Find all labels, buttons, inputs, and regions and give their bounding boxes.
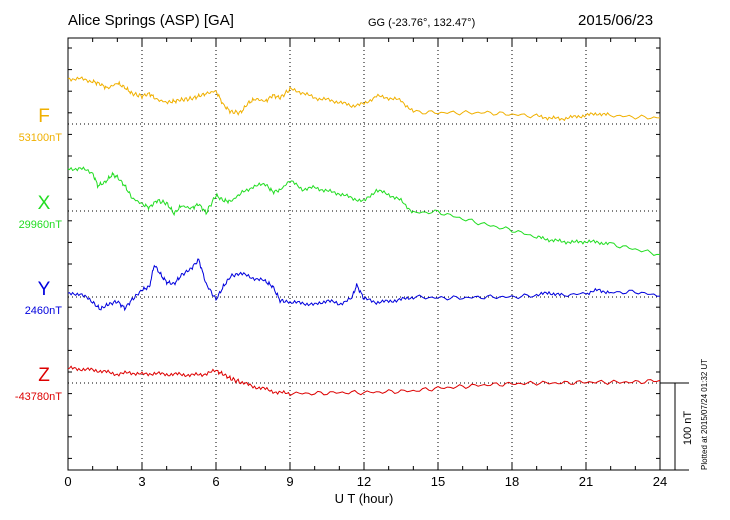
- series-labels: F 53100nT X 29960nT Y 2460nT Z -43780nT: [15, 106, 62, 403]
- series-line-z: [67, 365, 661, 397]
- scale-bar: 100 nT: [660, 382, 694, 471]
- x-tick-label: 18: [505, 474, 519, 489]
- series-name-x: X: [38, 193, 51, 214]
- x-tick-labels: 0 3 6 9 12 15 18 21 24: [64, 474, 667, 489]
- station-coordinates: GG (-23.76°, 132.47°): [368, 17, 476, 29]
- x-tick-label: 12: [357, 474, 371, 489]
- x-tick-label: 3: [138, 474, 145, 489]
- series-baseline-f: 53100nT: [19, 132, 63, 144]
- grid-lines: [68, 38, 660, 470]
- scale-bar-label: 100 nT: [682, 411, 694, 446]
- axis-ticks: [67, 38, 661, 470]
- x-tick-label: 15: [431, 474, 445, 489]
- x-axis-label: U T (hour): [335, 491, 394, 506]
- x-tick-label: 0: [64, 474, 71, 489]
- series-line-f: [67, 76, 661, 122]
- series-line-y: [67, 258, 661, 312]
- chart-date: 2015/06/23: [578, 12, 654, 29]
- x-tick-label: 6: [212, 474, 219, 489]
- series-name-z: Z: [38, 365, 50, 386]
- series-baseline-y: 2460nT: [25, 305, 63, 317]
- series-name-y: Y: [38, 279, 51, 300]
- series-name-f: F: [38, 106, 50, 127]
- x-tick-label: 21: [579, 474, 593, 489]
- station-title: Alice Springs (ASP) [GA]: [68, 12, 234, 29]
- x-tick-label: 24: [653, 474, 667, 489]
- series-line-x: [67, 166, 661, 256]
- x-tick-label: 9: [286, 474, 293, 489]
- series-baseline-x: 29960nT: [19, 219, 63, 231]
- series-baseline-z: -43780nT: [15, 391, 62, 403]
- series-lines: [67, 76, 661, 397]
